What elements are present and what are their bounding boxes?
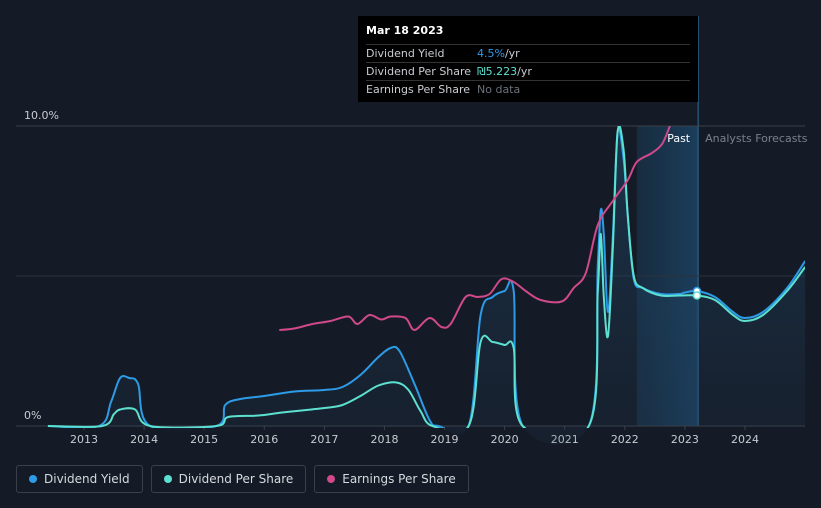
y-tick-label: 10.0%	[24, 109, 59, 122]
y-tick-label: 0%	[24, 409, 41, 422]
dividend-yield-area	[47, 128, 806, 445]
tooltip-label: Earnings Per Share	[366, 83, 471, 96]
tooltip-unit: /yr	[504, 47, 520, 60]
tooltip-row-dividend-per-share: Dividend Per Share ₪5.223 /yr	[366, 62, 690, 80]
tooltip-value: 4.5%	[477, 47, 505, 60]
tooltip-unit: /yr	[517, 65, 532, 78]
tooltip-date: Mar 18 2023	[366, 24, 444, 37]
dividend-yield-line	[47, 127, 805, 428]
tooltip-value: ₪5.223	[477, 65, 518, 78]
legend-label: Dividend Yield	[44, 472, 130, 486]
legend-label: Earnings Per Share	[342, 472, 456, 486]
legend-dot-icon	[163, 475, 172, 483]
x-tick-label: 2016	[250, 433, 278, 446]
x-tick-label: 2017	[310, 433, 338, 446]
tooltip-row-earnings-per-share: Earnings Per Share No data	[366, 80, 690, 98]
legend-dividend-per-share[interactable]: Dividend Per Share	[150, 465, 307, 493]
x-tick-label: 2019	[431, 433, 459, 446]
legend-dot-icon	[29, 475, 37, 483]
tooltip-row-dividend-yield: Dividend Yield 4.5% /yr	[366, 44, 690, 62]
earnings-per-share-line	[279, 126, 671, 331]
x-tick-label: 2014	[130, 433, 158, 446]
tooltip-value: No data	[477, 83, 521, 96]
x-tick-label: 2023	[671, 433, 699, 446]
past-label: Past	[667, 132, 691, 145]
legend-earnings-per-share[interactable]: Earnings Per Share	[314, 465, 469, 493]
x-tick-label: 2022	[611, 433, 639, 446]
x-tick-label: 2015	[190, 433, 218, 446]
tooltip-label: Dividend Per Share	[366, 65, 472, 78]
x-tick-label: 2013	[70, 433, 98, 446]
legend: Dividend Yield Dividend Per Share Earnin…	[16, 465, 469, 493]
x-tick-label: 2018	[370, 433, 398, 446]
legend-label: Dividend Per Share	[178, 472, 294, 486]
dividend-per-share-line	[47, 126, 805, 428]
hover-tooltip: Mar 18 2023 Dividend Yield 4.5% /yr Divi…	[358, 16, 698, 102]
x-tick-label: 2020	[491, 433, 519, 446]
dividend-per-share-marker	[692, 291, 702, 300]
x-tick-label: 2024	[731, 433, 759, 446]
tooltip-label: Dividend Yield	[366, 47, 445, 60]
legend-dot-icon	[327, 475, 336, 483]
forecast-label: Analysts Forecasts	[705, 132, 808, 145]
legend-dividend-yield[interactable]: Dividend Yield	[16, 465, 143, 493]
